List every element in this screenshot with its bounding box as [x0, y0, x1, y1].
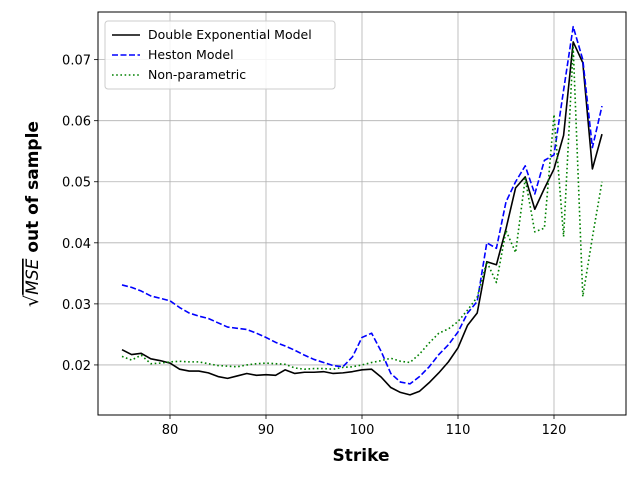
y-tick-label: 0.02: [62, 359, 91, 374]
series-layer: [121, 25, 603, 396]
y-axis-label: √MSE out of sample: [21, 121, 43, 307]
legend-label-heston: Heston Model: [148, 47, 234, 62]
y-tick-label: 0.05: [62, 176, 91, 191]
legend: Double Exponential Model Heston Model No…: [104, 20, 336, 90]
x-axis-label: Strike: [333, 446, 390, 466]
legend-label-double-exponential: Double Exponential Model: [148, 27, 312, 42]
legend-label-non-parametric: Non-parametric: [148, 67, 246, 82]
y-axis-label-rest: out of sample: [23, 121, 43, 259]
x-tick-label: 80: [162, 423, 179, 438]
y-axis: 0.02 0.03 0.04 0.05 0.06 0.07: [62, 54, 98, 374]
y-tick-label: 0.06: [62, 115, 91, 130]
y-axis-label-math: MSE: [23, 258, 43, 294]
legend-box: [104, 20, 336, 90]
y-axis-label-sqrt: √: [21, 294, 43, 307]
series-line-double-exponential-model: [121, 41, 603, 396]
series-line-non-parametric: [121, 46, 603, 371]
x-tick-label: 110: [446, 423, 471, 438]
x-tick-label: 90: [258, 423, 275, 438]
y-tick-label: 0.03: [62, 298, 91, 313]
x-tick-label: 100: [350, 423, 375, 438]
series-line-heston-model: [121, 25, 603, 385]
y-tick-label: 0.04: [62, 237, 91, 252]
x-axis: 80 90 100 110 120: [162, 415, 567, 438]
y-tick-label: 0.07: [62, 54, 91, 69]
x-tick-label: 120: [542, 423, 567, 438]
